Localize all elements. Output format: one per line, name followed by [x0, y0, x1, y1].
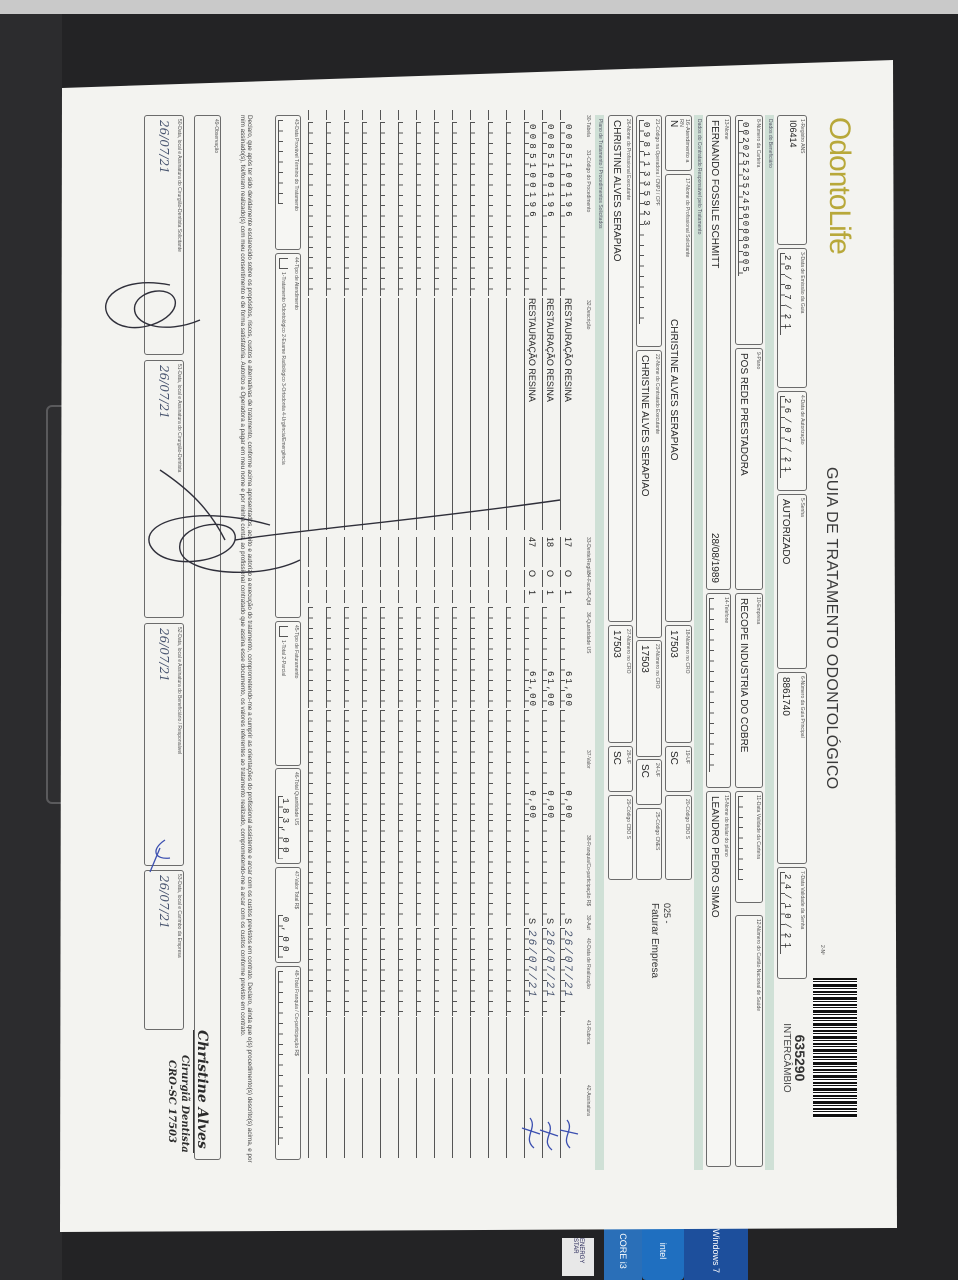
initials-row-1	[559, 1119, 579, 1149]
signature-scribble-dentist	[148, 469, 561, 573]
desk-background	[0, 0, 958, 18]
initials-row-2	[539, 1121, 559, 1151]
signature-mark-beneficiary	[149, 839, 171, 873]
signature-scribble-requesting-dentist	[105, 282, 201, 329]
initials-row-3	[521, 1117, 541, 1149]
